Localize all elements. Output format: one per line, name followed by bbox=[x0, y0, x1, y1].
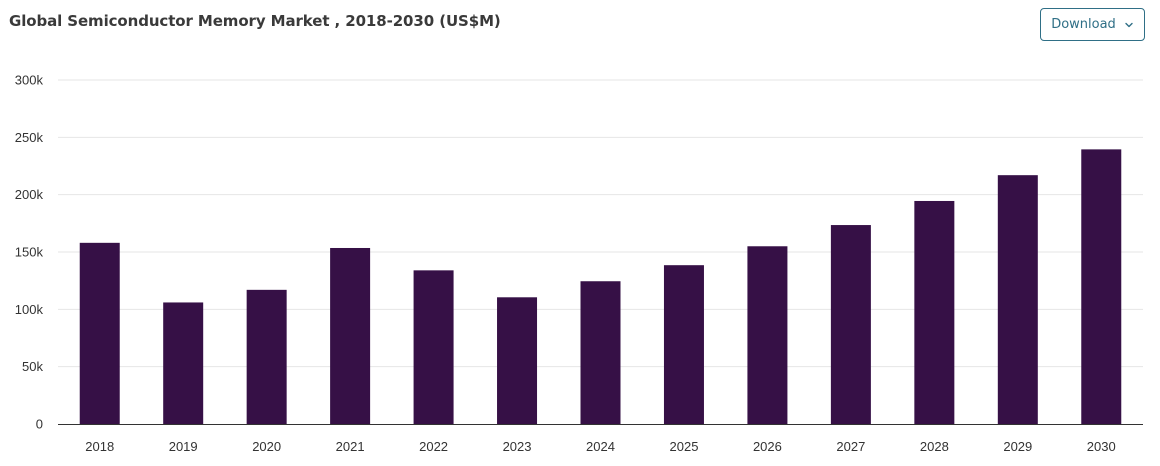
bars bbox=[79, 149, 1122, 424]
bar-2021[interactable] bbox=[330, 247, 371, 424]
download-button-label: Download bbox=[1051, 17, 1116, 32]
y-tick-label: 150k bbox=[15, 245, 44, 260]
bar-2020[interactable] bbox=[246, 289, 287, 424]
chart-title: Global Semiconductor Memory Market , 201… bbox=[9, 12, 501, 30]
x-tick-label: 2018 bbox=[85, 439, 114, 454]
download-button[interactable]: Download bbox=[1040, 8, 1145, 41]
bar-2018[interactable] bbox=[79, 242, 120, 424]
x-tick-label: 2027 bbox=[836, 439, 865, 454]
bar-2029[interactable] bbox=[997, 175, 1038, 424]
bar-2022[interactable] bbox=[413, 270, 454, 424]
y-tick-label: 250k bbox=[15, 130, 44, 145]
y-tick-label: 50k bbox=[22, 359, 43, 374]
bar-2028[interactable] bbox=[914, 200, 955, 424]
bar-2025[interactable] bbox=[663, 265, 704, 424]
bar-2023[interactable] bbox=[497, 297, 538, 424]
bar-2026[interactable] bbox=[747, 246, 788, 424]
bar-2030[interactable] bbox=[1081, 149, 1122, 424]
y-axis-ticks: 0 50k 100k 150k 200k 250k 300k bbox=[15, 73, 44, 432]
x-tick-label: 2021 bbox=[336, 439, 365, 454]
bar-2024[interactable] bbox=[580, 281, 621, 424]
y-tick-label: 300k bbox=[15, 73, 44, 88]
x-tick-label: 2028 bbox=[920, 439, 949, 454]
x-tick-label: 2025 bbox=[670, 439, 699, 454]
x-axis-ticks: 2018 2019 2020 2021 2022 2023 2024 2025 2026 2027… bbox=[85, 439, 1115, 454]
chevron-down-icon bbox=[1125, 22, 1133, 27]
x-tick-label: 2023 bbox=[503, 439, 532, 454]
bar-2019[interactable] bbox=[163, 302, 204, 424]
x-tick-label: 2026 bbox=[753, 439, 782, 454]
bar-2027[interactable] bbox=[830, 225, 871, 424]
y-tick-label: 100k bbox=[15, 302, 44, 317]
y-tick-label: 200k bbox=[15, 187, 44, 202]
x-tick-label: 2022 bbox=[419, 439, 448, 454]
x-tick-label: 2019 bbox=[169, 439, 198, 454]
x-tick-label: 2029 bbox=[1003, 439, 1032, 454]
y-tick-label: 0 bbox=[36, 417, 43, 432]
x-tick-label: 2020 bbox=[252, 439, 281, 454]
x-tick-label: 2030 bbox=[1087, 439, 1116, 454]
x-tick-label: 2024 bbox=[586, 439, 615, 454]
